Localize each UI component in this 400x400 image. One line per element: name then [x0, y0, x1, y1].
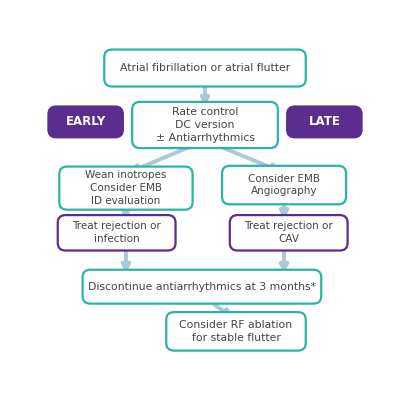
- FancyBboxPatch shape: [222, 166, 346, 204]
- FancyBboxPatch shape: [132, 102, 278, 148]
- Text: Rate control
DC version
± Antiarrhythmics: Rate control DC version ± Antiarrhythmic…: [156, 107, 254, 143]
- Text: Atrial fibrillation or atrial flutter: Atrial fibrillation or atrial flutter: [120, 63, 290, 73]
- FancyBboxPatch shape: [166, 312, 306, 351]
- FancyBboxPatch shape: [104, 50, 306, 86]
- Text: LATE: LATE: [308, 116, 340, 128]
- FancyBboxPatch shape: [48, 106, 123, 137]
- Text: Consider EMB
Angiography: Consider EMB Angiography: [248, 174, 320, 196]
- Text: Consider RF ablation
for stable flutter: Consider RF ablation for stable flutter: [180, 320, 292, 343]
- FancyBboxPatch shape: [59, 166, 193, 210]
- Text: Treat rejection or
infection: Treat rejection or infection: [72, 222, 161, 244]
- Text: Treat rejection or
CAV: Treat rejection or CAV: [244, 222, 333, 244]
- FancyBboxPatch shape: [58, 215, 176, 250]
- FancyBboxPatch shape: [82, 270, 321, 304]
- Text: EARLY: EARLY: [66, 116, 106, 128]
- Text: Discontinue antiarrhythmics at 3 months*: Discontinue antiarrhythmics at 3 months*: [88, 282, 316, 292]
- FancyBboxPatch shape: [287, 106, 362, 137]
- FancyBboxPatch shape: [230, 215, 348, 250]
- Text: Wean inotropes
Consider EMB
ID evaluation: Wean inotropes Consider EMB ID evaluatio…: [85, 170, 167, 206]
